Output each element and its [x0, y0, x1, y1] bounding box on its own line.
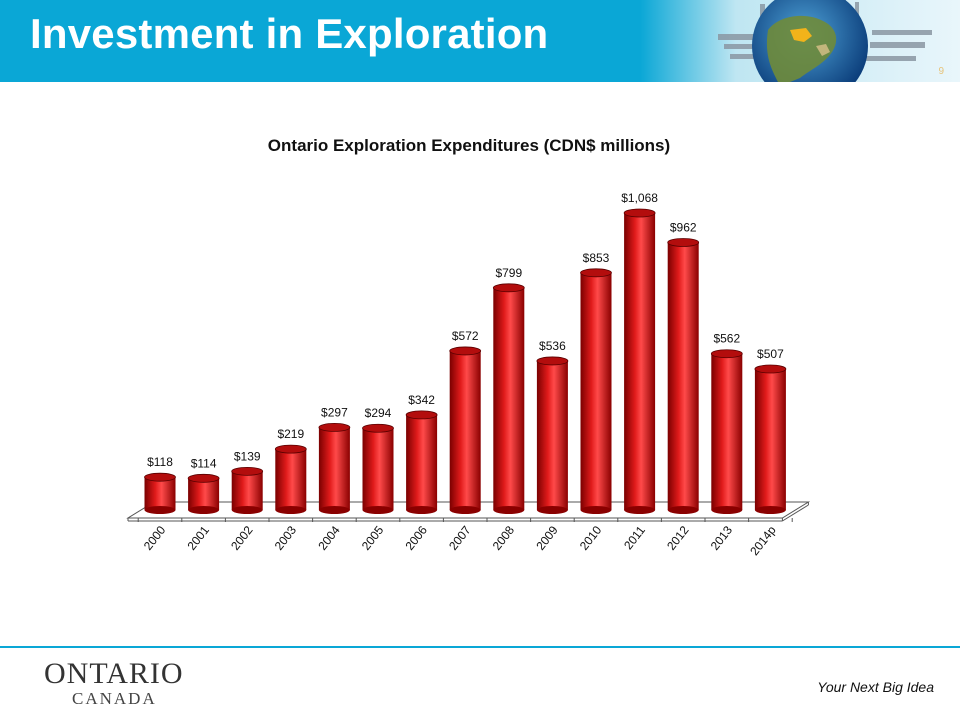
- header-bar: Investment in Exploration: [0, 0, 960, 82]
- data-label-2007: $572: [452, 329, 479, 343]
- bar-2011: [623, 208, 656, 514]
- bar-2013: [710, 349, 743, 514]
- slide-title: Investment in Exploration: [30, 10, 549, 57]
- tick-label-2012: 2012: [664, 523, 692, 553]
- bar-2008: [492, 283, 525, 514]
- tick-label-2010: 2010: [577, 523, 605, 553]
- data-label-2005: $294: [365, 406, 392, 420]
- logo-top-text: ONTARIO: [44, 657, 184, 690]
- tick-label-2000: 2000: [141, 523, 169, 553]
- bar-2004: [318, 423, 351, 514]
- tick-label-2001: 2001: [184, 523, 212, 553]
- data-label-2011: $1,068: [621, 191, 658, 205]
- bar-2000: [144, 472, 176, 514]
- page-number: 9: [938, 66, 944, 77]
- bar-2014p: [754, 364, 787, 514]
- data-label-2004: $297: [321, 405, 348, 419]
- data-label-2014p: $507: [757, 347, 784, 361]
- tick-label-2014p: 2014p: [747, 523, 779, 558]
- x-axis-tick-labels: 2000 2001 2002 2003 2004 2005 2006 2007 2008 2009…: [141, 523, 779, 558]
- bar-2007: [449, 346, 482, 514]
- tick-label-2011: 2011: [621, 523, 648, 552]
- bar-2001: [187, 473, 220, 514]
- ontario-canada-logo: ONTARIO CANADA: [44, 655, 194, 711]
- tagline: Your Next Big Idea: [817, 679, 934, 695]
- data-label-2013: $562: [713, 332, 740, 346]
- tick-label-2009: 2009: [533, 523, 561, 553]
- data-labels: $118 $114 $139 $219 $297 $294 $342 $572 $799 $536…: [147, 191, 784, 470]
- bar-series: [144, 208, 787, 514]
- tick-label-2008: 2008: [490, 523, 518, 553]
- data-label-2000: $118: [147, 455, 173, 469]
- footer-divider: [0, 646, 960, 648]
- tick-label-2002: 2002: [228, 523, 256, 553]
- bar-2003: [274, 444, 307, 514]
- chart-title: Ontario Exploration Expenditures (CDN$ m…: [267, 136, 671, 155]
- bar-2010: [580, 268, 612, 514]
- bar-2002: [231, 466, 264, 514]
- data-label-2003: $219: [277, 427, 304, 441]
- tick-label-2007: 2007: [446, 523, 474, 553]
- data-label-2009: $536: [539, 339, 566, 353]
- data-label-2012: $962: [670, 220, 697, 234]
- bar-2012: [667, 238, 700, 514]
- data-label-2010: $853: [583, 251, 610, 265]
- logo-bottom-text: CANADA: [72, 689, 157, 708]
- data-label-2001: $114: [191, 456, 217, 470]
- bar-2006: [405, 410, 438, 514]
- tick-label-2006: 2006: [402, 523, 430, 553]
- data-label-2008: $799: [495, 266, 522, 280]
- tick-label-2005: 2005: [359, 523, 387, 553]
- bar-2005: [362, 423, 394, 514]
- tick-label-2003: 2003: [272, 523, 300, 553]
- data-label-2002: $139: [234, 449, 261, 463]
- tick-label-2013: 2013: [708, 523, 736, 553]
- data-label-2006: $342: [408, 393, 435, 407]
- bar-chart: $118 $114 $139 $219 $297 $294 $342 $572 $799 $536…: [126, 191, 811, 558]
- tick-label-2004: 2004: [315, 523, 343, 553]
- bar-2009: [536, 356, 569, 514]
- globe-skyline-image: [640, 0, 960, 82]
